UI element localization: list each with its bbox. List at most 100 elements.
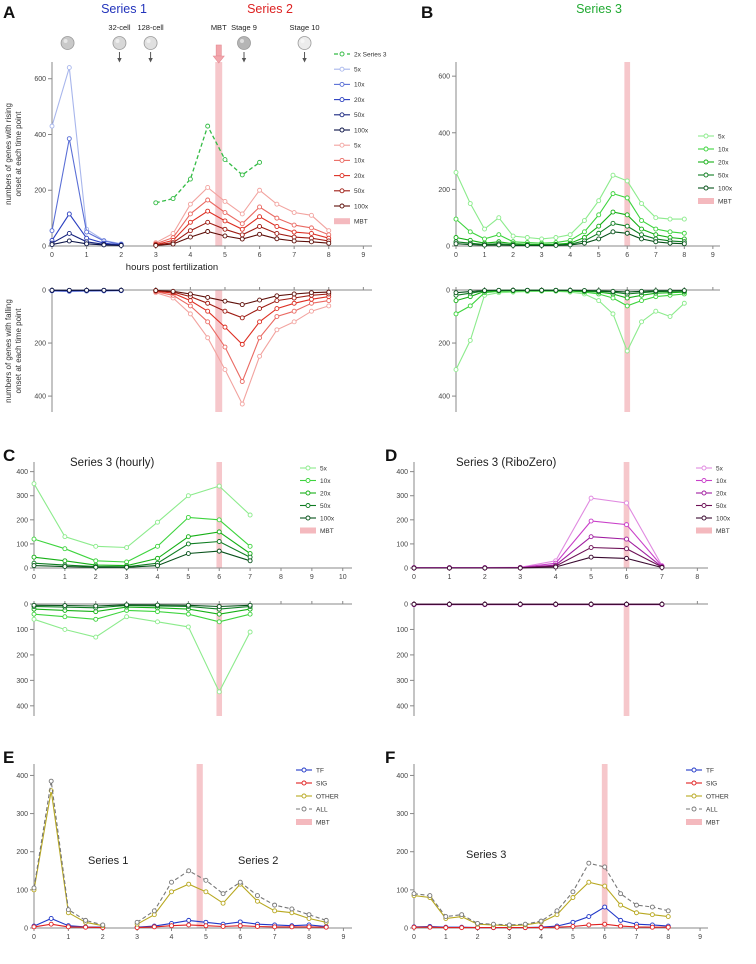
chart-d-ribozero-falling: 0 100 200 300 400 [396,601,708,716]
svg-text:SIG: SIG [316,780,327,787]
series-line [455,172,685,240]
svg-text:MBT: MBT [316,819,330,826]
series-line [33,540,251,568]
panel-label-a: A [3,3,16,22]
svg-text:2: 2 [511,252,515,259]
embryo-icon [60,36,75,50]
series-line [33,604,251,610]
svg-text:4: 4 [170,934,174,941]
svg-text:4: 4 [554,574,558,581]
svg-text:1: 1 [483,252,487,259]
svg-text:8: 8 [327,252,331,259]
svg-text:20x: 20x [716,490,727,497]
svg-text:Series 3 (hourly): Series 3 (hourly) [70,457,155,469]
mbt-legend-swatch [334,218,350,225]
svg-text:300: 300 [16,678,28,685]
chart-d-ribozero-rising: 0 1 2 3 4 5 6 7 8 0 100 200 300 400 5x 10x 20x 50x 100x MBT… [396,457,731,581]
mbt-legend-swatch [296,819,312,825]
series-line [33,781,327,926]
mbt-legend-swatch [300,527,316,534]
series-line [414,556,663,569]
svg-text:onset at each time point: onset at each time point [14,308,23,394]
svg-text:9: 9 [361,252,365,259]
svg-text:0: 0 [50,252,54,259]
chart-e-series1-2-categories: 0 1 2 3 4 5 6 7 8 9 0 100 200 300 400 TF SIG OTHER ALL MBT S… [16,764,352,941]
svg-text:20x: 20x [320,490,331,497]
svg-text:50x: 50x [354,188,365,195]
svg-text:100x: 100x [716,515,731,522]
svg-text:300: 300 [396,678,408,685]
svg-text:TF: TF [706,767,714,774]
series-line [155,124,260,204]
panel-label-e: E [3,748,15,767]
svg-text:9: 9 [711,252,715,259]
svg-text:2x Series 3: 2x Series 3 [354,51,387,58]
svg-text:5: 5 [571,934,575,941]
embryo-icon [143,36,158,50]
svg-text:400: 400 [438,130,450,137]
svg-text:100x: 100x [354,203,369,210]
panel-label-c: C [3,446,16,465]
svg-text:0: 0 [404,566,408,573]
svg-text:8: 8 [682,252,686,259]
svg-text:6: 6 [217,574,221,581]
svg-text:400: 400 [34,394,46,401]
series-line [33,609,251,623]
series-line [33,483,251,549]
svg-text:Series 2: Series 2 [238,855,278,867]
svg-text:400: 400 [16,703,28,710]
series3-title: Series 3 [576,2,622,16]
svg-text:onset at each time point: onset at each time point [14,111,23,197]
panel-label-b: B [421,3,434,22]
series-line [33,606,251,615]
svg-text:0: 0 [24,602,28,609]
svg-text:numbers of genes with falling: numbers of genes with falling [4,299,13,403]
svg-text:4: 4 [156,574,160,581]
chart-b-falling: 0 200 400 [438,287,720,412]
legend: 2x Series 3 5x 10x 20x 50x 100x 5x 10x 20x 50x 100… [334,51,387,226]
series-line [33,531,251,567]
svg-text:200: 200 [438,187,450,194]
svg-text:1: 1 [444,934,448,941]
svg-text:MBT: MBT [211,23,227,32]
svg-text:200: 200 [396,849,408,856]
svg-text:3: 3 [540,252,544,259]
mbt-arrow-icon [212,44,225,64]
mbt-band [623,462,630,568]
svg-text:20x: 20x [354,97,365,104]
svg-text:0: 0 [446,288,450,295]
svg-text:3: 3 [125,574,129,581]
svg-text:100: 100 [16,887,28,894]
svg-text:1: 1 [66,934,70,941]
embryo-icon [297,36,312,50]
mbt-band [601,764,608,928]
svg-text:5: 5 [204,934,208,941]
series-line [33,917,327,928]
svg-text:50x: 50x [716,503,727,510]
svg-text:MBT: MBT [354,219,368,226]
svg-text:9: 9 [341,934,345,941]
svg-text:Series 3 (RiboZero): Series 3 (RiboZero) [456,457,557,469]
svg-text:200: 200 [396,517,408,524]
y-axis-label: numbers of genes with falling onset at ea… [4,299,23,403]
svg-text:32-cell: 32-cell [108,23,130,32]
svg-text:100x: 100x [718,185,733,192]
svg-text:10x: 10x [354,158,365,165]
svg-text:8: 8 [695,574,699,581]
svg-text:Stage 9: Stage 9 [231,23,257,32]
svg-text:MBT: MBT [718,198,732,205]
mbt-band [623,604,630,716]
series-line [33,616,251,694]
panel-label-d: D [385,446,398,465]
svg-text:200: 200 [16,652,28,659]
svg-text:6: 6 [603,934,607,941]
svg-text:5: 5 [186,574,190,581]
svg-text:9: 9 [310,574,314,581]
svg-text:ALL: ALL [316,806,328,813]
svg-text:2: 2 [476,934,480,941]
svg-text:1: 1 [85,252,89,259]
svg-text:7: 7 [292,252,296,259]
svg-text:8: 8 [279,574,283,581]
svg-text:5x: 5x [718,133,726,140]
svg-text:0: 0 [412,574,416,581]
